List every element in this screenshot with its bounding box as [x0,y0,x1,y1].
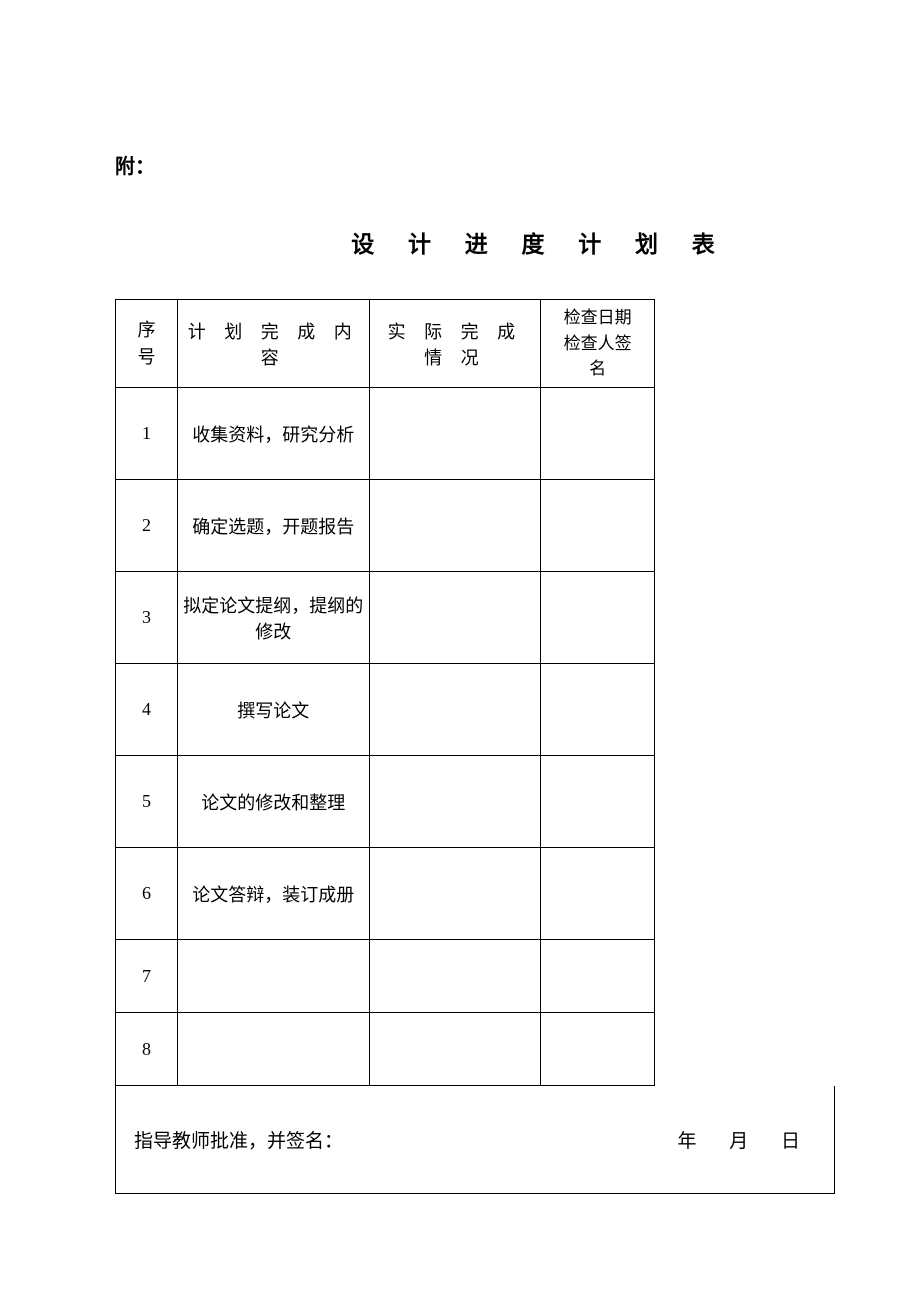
schedule-table: 序号 计 划 完 成 内 容 实 际 完 成 情 况 检查日期检查人签名 1收集… [115,299,655,1086]
col-seq-header: 序号 [116,300,178,388]
check-cell [541,572,655,664]
check-cell [541,480,655,572]
check-cell [541,664,655,756]
day-label: 日 [781,1131,800,1152]
actual-cell [369,388,541,480]
plan-cell: 论文的修改和整理 [177,756,369,848]
date-line: 年 月 日 [663,1126,814,1153]
table-row: 7 [116,940,655,1013]
seq-label-1: 序号 [137,320,155,367]
col-actual-header: 实 际 完 成 情 况 [369,300,541,388]
actual-label: 实 际 完 成 情 况 [388,322,523,368]
seq-cell: 5 [116,756,178,848]
prefix-label: 附： [115,150,805,179]
month-label: 月 [729,1131,748,1152]
actual-cell [369,480,541,572]
seq-cell: 2 [116,480,178,572]
table-row: 5论文的修改和整理 [116,756,655,848]
seq-cell: 1 [116,388,178,480]
check-label: 检查日期检查人签名 [545,305,650,382]
seq-cell: 6 [116,848,178,940]
col-plan-header: 计 划 完 成 内 容 [177,300,369,388]
table-header-row: 序号 计 划 完 成 内 容 实 际 完 成 情 况 检查日期检查人签名 [116,300,655,388]
plan-cell: 确定选题，开题报告 [177,480,369,572]
seq-cell: 3 [116,572,178,664]
actual-cell [369,572,541,664]
plan-cell: 拟定论文提纲，提纲的修改 [177,572,369,664]
plan-cell [177,940,369,1013]
actual-cell [369,940,541,1013]
table-row: 8 [116,1013,655,1086]
seq-cell: 7 [116,940,178,1013]
actual-cell [369,664,541,756]
plan-label: 计 划 完 成 内 容 [188,322,359,368]
approval-text: 指导教师批准，并签名： [134,1126,343,1153]
footer-box: 指导教师批准，并签名： 年 月 日 [115,1086,835,1194]
col-check-header: 检查日期检查人签名 [541,300,655,388]
check-cell [541,1013,655,1086]
seq-cell: 8 [116,1013,178,1086]
actual-cell [369,1013,541,1086]
year-label: 年 [677,1131,696,1152]
check-cell [541,848,655,940]
table-row: 2确定选题，开题报告 [116,480,655,572]
plan-cell: 收集资料，研究分析 [177,388,369,480]
plan-cell [177,1013,369,1086]
table-row: 4撰写论文 [116,664,655,756]
table-row: 3拟定论文提纲，提纲的修改 [116,572,655,664]
check-cell [541,940,655,1013]
actual-cell [369,848,541,940]
table-row: 1收集资料，研究分析 [116,388,655,480]
actual-cell [369,756,541,848]
table-row: 6论文答辩，装订成册 [116,848,655,940]
check-cell [541,388,655,480]
seq-cell: 4 [116,664,178,756]
plan-cell: 撰写论文 [177,664,369,756]
plan-cell: 论文答辩，装订成册 [177,848,369,940]
page-title: 设 计 进 度 计 划 表 [275,225,805,259]
check-cell [541,756,655,848]
table-body: 1收集资料，研究分析2确定选题，开题报告3拟定论文提纲，提纲的修改4撰写论文5论… [116,388,655,1086]
